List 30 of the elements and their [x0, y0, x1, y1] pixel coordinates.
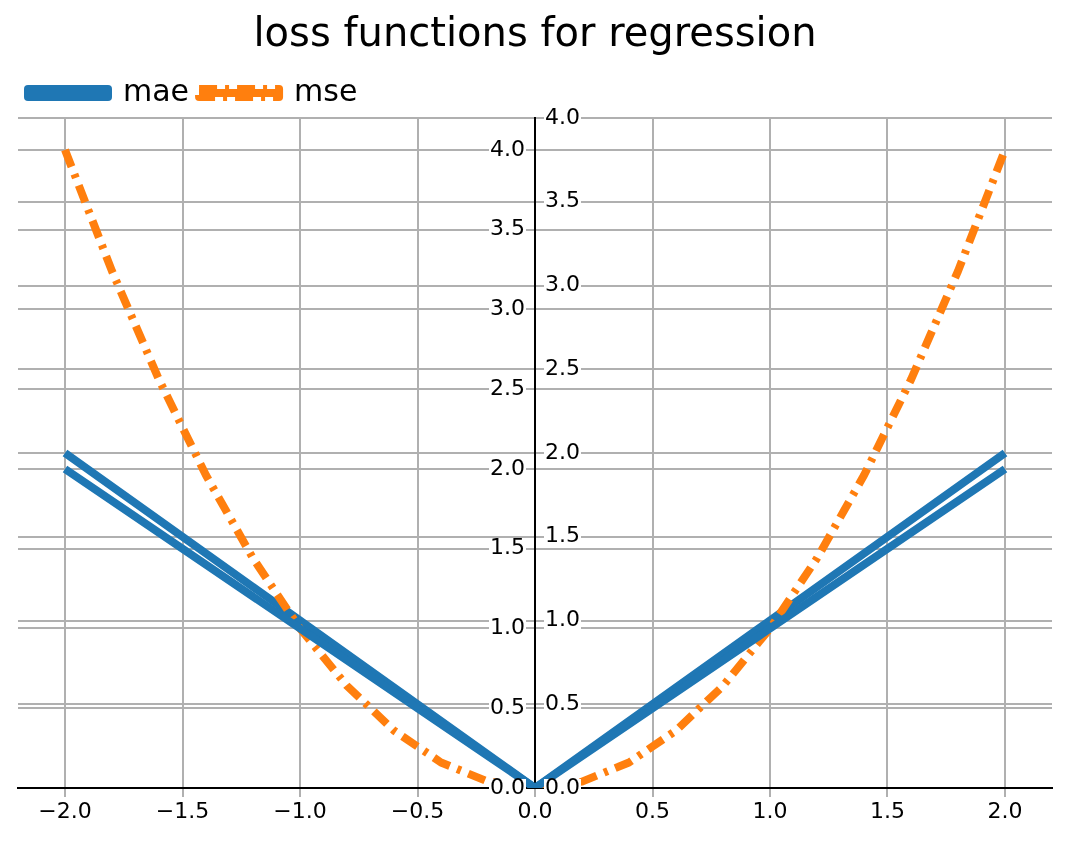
x-tick-label: −0.5 [390, 797, 445, 823]
y2-tick-label: 0.0 [545, 773, 580, 799]
y2-tick-label: 3.0 [545, 271, 580, 297]
y-tick-label: 2.5 [490, 374, 525, 400]
x-tick-label: 0.5 [635, 797, 670, 823]
y-tick-label: 1.5 [490, 534, 525, 560]
y-tick-label: 2.0 [490, 454, 525, 480]
y-tick-label: 0.0 [490, 773, 525, 799]
y-tick-label: 0.5 [490, 693, 525, 719]
y2-tick-label: 1.5 [545, 522, 580, 548]
x-tick-label: 2.0 [987, 797, 1023, 823]
y2-tick-label: 2.5 [545, 354, 580, 380]
x-tick-label: −1.0 [273, 797, 327, 823]
y2-tick-label: 2.0 [545, 438, 580, 464]
y2-tick-label: 4.0 [545, 103, 580, 129]
legend-label: mse [294, 72, 358, 108]
y-tick-label: 1.0 [490, 614, 525, 640]
legend-label: mae [123, 72, 190, 108]
x-tick-label: 1.5 [870, 797, 905, 823]
x-tick-label: −1.5 [155, 797, 210, 823]
y-tick-label: 4.0 [490, 135, 525, 161]
y-tick-label: 3.0 [490, 295, 525, 321]
y2-tick-label: 3.5 [545, 187, 580, 213]
x-tick-label: −2.0 [38, 797, 92, 823]
chart-title: loss functions for regression [253, 9, 817, 56]
y-tick-label: 3.5 [490, 215, 525, 241]
y2-tick-label: 1.0 [545, 606, 580, 632]
x-tick-label: 0.0 [517, 797, 553, 823]
y2-tick-label: 0.5 [545, 689, 580, 715]
x-tick-label: 1.0 [752, 797, 788, 823]
